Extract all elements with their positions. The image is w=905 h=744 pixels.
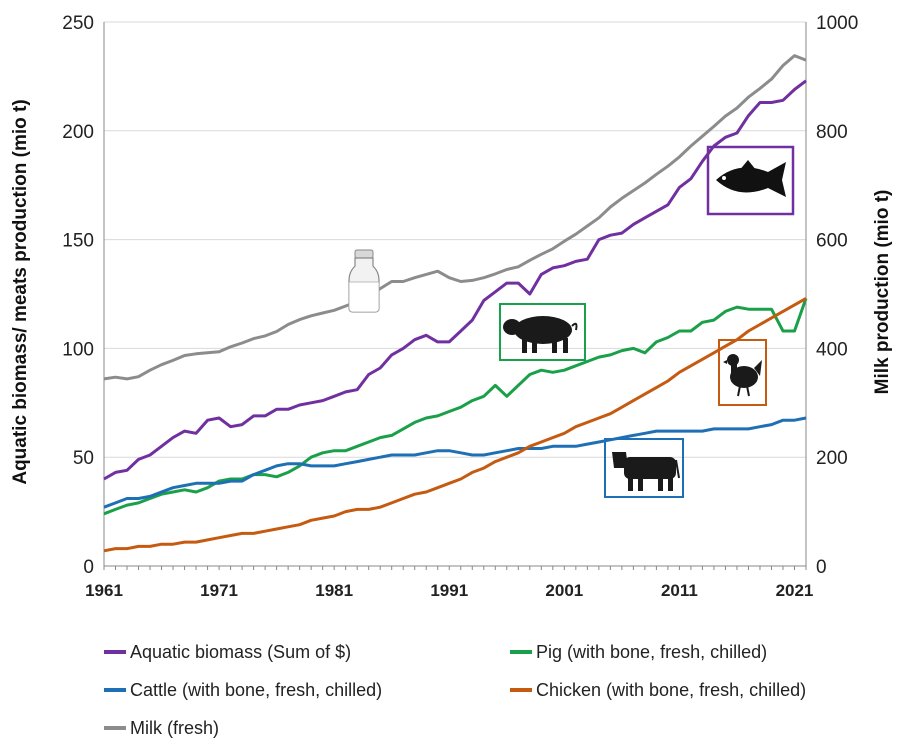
legend-label: Milk (fresh)	[130, 718, 219, 738]
series-lines	[103, 54, 808, 553]
left-tick-label: 0	[83, 557, 94, 578]
legend: Aquatic biomass (Sum of $) Pig (with bone…	[104, 642, 806, 738]
legend-label: Chicken (with bone, fresh, chilled)	[536, 680, 806, 700]
series-line	[103, 79, 807, 481]
grid-lines	[104, 21, 806, 458]
pig-icon	[499, 303, 586, 361]
series-line	[103, 416, 807, 509]
x-tick-label: 1981	[315, 581, 353, 600]
left-tick-label: 100	[62, 339, 94, 360]
right-tick-label: 1000	[816, 13, 858, 34]
milk-bottle-icon	[348, 249, 380, 313]
left-axis-ticks: 0 50 100 150 200 250	[62, 13, 94, 578]
series-line	[103, 54, 807, 381]
right-axis-ticks: 0 200 400 600 800 1000	[816, 13, 858, 578]
cow-icon	[604, 438, 684, 498]
x-tick-label: 1971	[200, 581, 238, 600]
left-tick-label: 150	[62, 231, 94, 252]
right-tick-label: 400	[816, 339, 848, 360]
left-axis-title: Aquatic biomass/ meats production (mio t…	[10, 99, 31, 484]
left-tick-label: 250	[62, 13, 94, 34]
axes	[103, 22, 807, 567]
x-tick-label: 2011	[661, 581, 698, 600]
right-tick-label: 200	[816, 448, 848, 469]
right-tick-label: 600	[816, 231, 848, 252]
x-tick-label: 1961	[85, 581, 123, 600]
x-tick-label: 1991	[430, 581, 468, 600]
series-line	[103, 297, 807, 553]
x-tick-label: 2021	[776, 581, 814, 600]
right-tick-label: 0	[816, 557, 827, 578]
fish-icon	[706, 145, 795, 216]
series-line	[103, 297, 808, 516]
x-axis-ticks: 1961 1971 1981 1991 2001 2011 2021	[85, 566, 813, 600]
right-axis-title: Milk production (mio t)	[872, 190, 893, 395]
legend-label: Aquatic biomass (Sum of $)	[130, 642, 351, 662]
legend-label: Pig (with bone, fresh, chilled)	[536, 642, 767, 662]
x-tick-label: 2001	[545, 581, 583, 600]
right-tick-label: 800	[816, 122, 848, 143]
chicken-icon	[718, 339, 767, 406]
left-tick-label: 200	[62, 122, 94, 143]
left-tick-label: 50	[73, 448, 94, 469]
legend-label: Cattle (with bone, fresh, chilled)	[130, 680, 382, 700]
